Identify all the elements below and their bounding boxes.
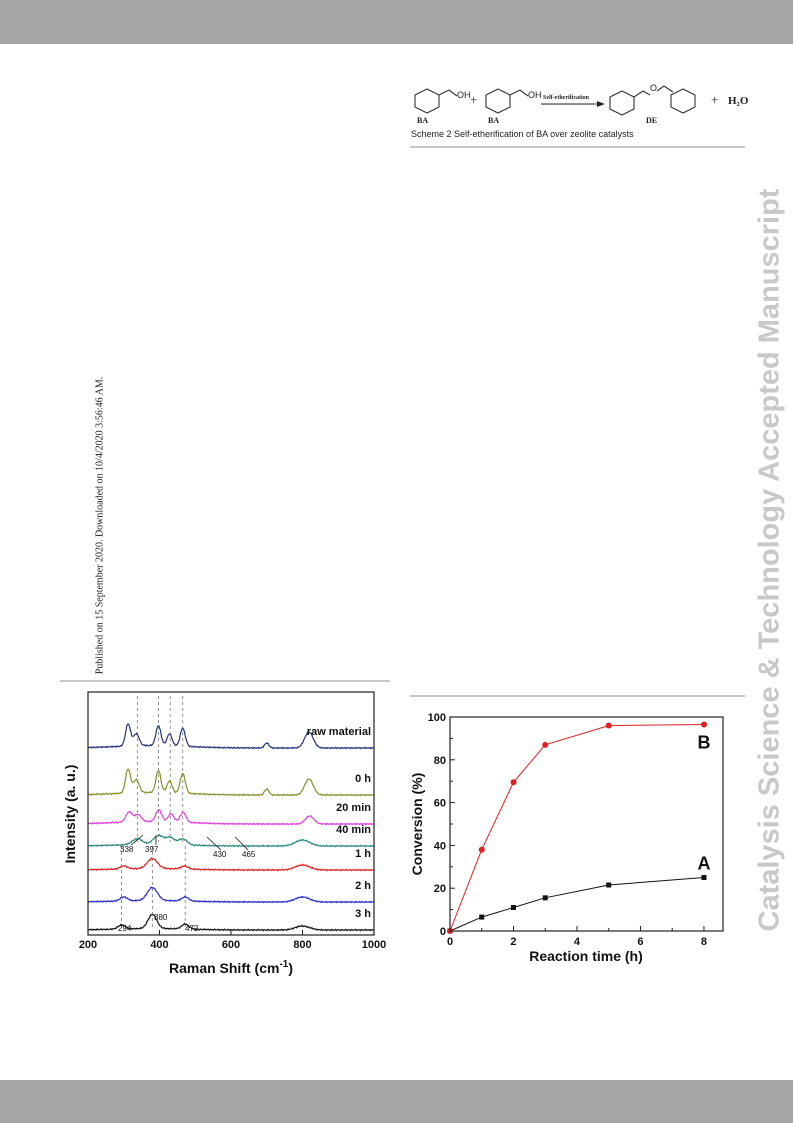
conversion-series-label-A: A: [697, 854, 710, 874]
conversion-point-B-5: [700, 721, 707, 728]
top-banner: [0, 0, 793, 44]
conversion-xtick-label-4: 8: [701, 936, 707, 948]
raman-series-label-1: 0 h: [355, 773, 371, 785]
conversion-ytick-label-5: 100: [428, 712, 446, 724]
conversion-xtick-label-3: 6: [637, 936, 643, 948]
product-o: O: [650, 83, 657, 93]
bottom-banner: [0, 1080, 793, 1123]
conversion-xtick-label-1: 2: [510, 936, 516, 948]
conversion-point-B-3: [542, 741, 549, 748]
published-note: Published on 15 September 2020. Download…: [94, 376, 106, 675]
conversion-xtick-label-0: 0: [447, 936, 453, 948]
conversion-ytick-label-3: 60: [434, 798, 446, 810]
raman-arrow-0: [130, 834, 144, 846]
raman-annotation-2: 430: [213, 850, 227, 859]
raman-xtick-label-1: 400: [150, 939, 168, 951]
benzene-ring-4: [670, 88, 696, 114]
raman-chart: raw material 0 h 20 min 40 min 1 h 2 h 3 h 338 3…: [62, 691, 386, 976]
raman-annotation-1: 397: [145, 845, 159, 854]
raman-xlabel: Raman Shift (cm-1): [169, 959, 293, 976]
raman-series-1: [87, 768, 375, 797]
raman-xtick-label-4: 1000: [362, 939, 386, 951]
conversion-ylabel: Conversion (%): [409, 773, 425, 876]
journal-watermark: Catalysis Science & Technology Accepted …: [753, 188, 786, 932]
raman-series-4: [87, 857, 375, 872]
conversion-point-A-1: [479, 914, 485, 920]
plus-1: +: [470, 92, 477, 107]
conversion-point-A-4: [606, 882, 612, 888]
conversion-ytick-label-1: 20: [434, 883, 446, 895]
benzene-ring-1: [414, 88, 440, 114]
raman-annotation-0: 338: [120, 845, 134, 854]
conversion-xtick-label-2: 4: [574, 936, 581, 948]
figure-divider-right: [410, 695, 745, 697]
raman-series-2: [87, 808, 375, 826]
scheme-caption: Scheme 2 Self-etherification of BA over …: [411, 129, 634, 139]
water: H₂O: [728, 95, 749, 107]
plus-2: +: [711, 92, 718, 107]
conversion-point-A-3: [542, 895, 548, 901]
conversion-point-B-4: [605, 722, 612, 729]
product-label: DE: [646, 116, 657, 125]
conversion-point-A-2: [510, 904, 516, 910]
raman-series-label-3: 40 min: [336, 824, 371, 836]
raman-annotation-3: 465: [242, 850, 256, 859]
conversion-point-B-1: [478, 846, 485, 853]
conversion-ytick-label-0: 0: [440, 926, 446, 938]
raman-ylabel: Intensity (a. u.): [62, 765, 78, 864]
reaction-scheme: OH BA + OH BA Self-etherification O DE +…: [414, 83, 749, 125]
conversion-series-label-B: B: [697, 732, 710, 752]
reactant-label-1: BA: [417, 116, 428, 125]
raman-xtick-label-0: 200: [79, 939, 97, 951]
raman-series-6: [87, 913, 375, 932]
conversion-ytick-label-4: 80: [434, 755, 446, 767]
conversion-ytick-label-2: 40: [434, 840, 446, 852]
raman-series-label-0: raw material: [307, 726, 371, 738]
conversion-point-B-2: [510, 779, 517, 786]
raman-xtick-label-2: 600: [222, 939, 240, 951]
figure-divider-left: [60, 680, 390, 682]
raman-series-0: [87, 723, 375, 750]
raman-annotation-4: 294: [118, 924, 132, 933]
raman-series-3: [87, 834, 375, 848]
raman-annotation-6: 472: [185, 924, 199, 933]
benzene-ring-3: [609, 90, 635, 116]
benzene-ring-2: [485, 88, 511, 114]
raman-annotation-5: 380: [154, 913, 168, 922]
conversion-point-A-5: [701, 875, 707, 880]
raman-series-label-5: 2 h: [355, 880, 371, 892]
conversion-xlabel: Reaction time (h): [529, 948, 643, 964]
arrow-label: Self-etherification: [543, 95, 590, 101]
raman-series-5: [87, 886, 375, 904]
raman-arrow-3: [234, 836, 249, 851]
reactant-oh-2: OH: [528, 90, 542, 100]
raman-arrow-2: [206, 836, 222, 851]
raman-series-label-6: 3 h: [355, 908, 371, 920]
scheme-divider: [410, 146, 745, 148]
conversion-line-B: [449, 724, 705, 932]
raman-series-label-4: 1 h: [355, 848, 371, 860]
raman-series-label-2: 20 min: [336, 802, 371, 814]
reactant-label-2: BA: [488, 116, 499, 125]
reactant-oh-1: OH: [457, 90, 471, 100]
conversion-line-A: [449, 877, 705, 932]
raman-xtick-label-3: 800: [293, 939, 311, 951]
